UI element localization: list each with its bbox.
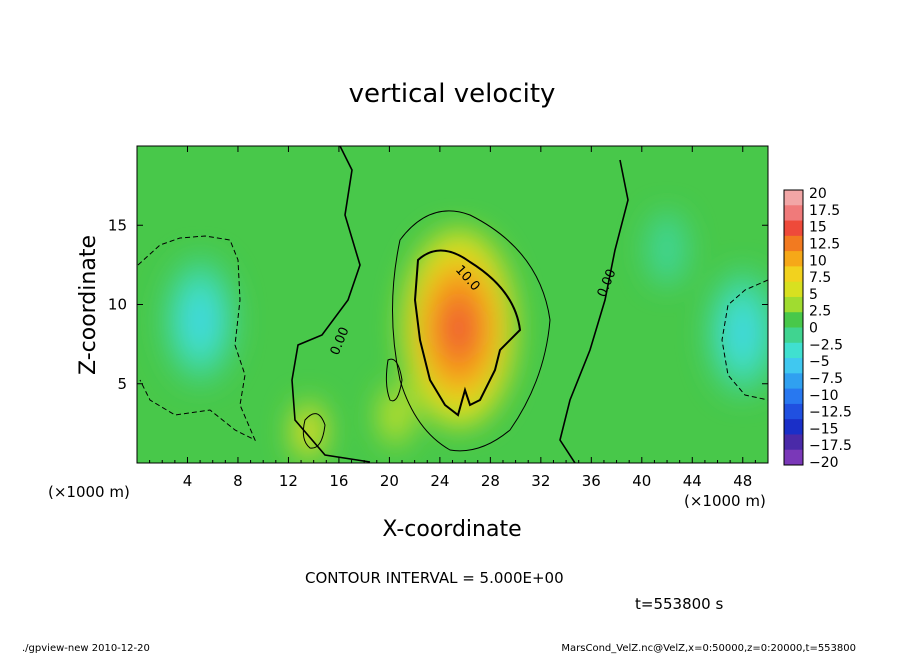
- colorbar-label: −5: [809, 354, 830, 370]
- x-axis-ticks: 4 8 12 16 20 24 28 32 36 40 44 48: [149, 146, 756, 490]
- colorbar-segment: [784, 266, 803, 283]
- x-tick-label: 8: [233, 472, 243, 490]
- colorbar-label: 5: [809, 287, 818, 303]
- x-tick-label: 16: [329, 472, 348, 490]
- colorbar-label: −2.5: [809, 337, 843, 353]
- contour-ten: [413, 249, 522, 417]
- updraft-blob: [448, 309, 470, 347]
- contour-five: [392, 210, 551, 452]
- x-tick-label: 40: [632, 472, 651, 490]
- colorbar-label: −17.5: [809, 438, 852, 454]
- contour-interval: CONTOUR INTERVAL = 5.000E+00: [305, 569, 564, 587]
- colorbar-label: 10: [809, 253, 827, 269]
- colorbar-label: 17.5: [809, 203, 840, 219]
- contour-zero-left: [291, 146, 371, 463]
- updraft-blob: [387, 405, 404, 426]
- x-tick-label: 48: [733, 472, 752, 490]
- contour-neg-left: [137, 235, 256, 442]
- time-label: t=553800 s: [635, 595, 723, 613]
- colorbar-segment: [784, 312, 803, 328]
- colorbar-segment: [784, 281, 803, 298]
- contour-small-1: [302, 413, 326, 449]
- colorbar-label: 0: [809, 321, 818, 337]
- colorbar-segment: [784, 205, 803, 222]
- y-axis-ticks: 5 10 15: [108, 216, 768, 393]
- colorbar-segment: [784, 251, 803, 267]
- colorbar-label: −20: [809, 455, 839, 471]
- colorbar-segment: [784, 235, 803, 252]
- heatmap-field: [137, 146, 768, 463]
- downdraft-blob: [659, 239, 676, 260]
- colorbar-segment: [784, 358, 803, 374]
- x-unit-left: (×1000 m): [48, 483, 130, 501]
- colorbar: [783, 189, 804, 466]
- colorbar-label: −7.5: [809, 371, 843, 387]
- x-tick-label: 12: [279, 472, 298, 490]
- colorbar-segment: [784, 342, 803, 359]
- y-tick-label: 15: [108, 216, 127, 234]
- colorbar-segment: [784, 449, 803, 466]
- x-tick-label: 36: [582, 472, 601, 490]
- x-unit-right: (×1000 m): [684, 492, 766, 510]
- colorbar-label: 7.5: [809, 270, 831, 286]
- colorbar-label: −12.5: [809, 405, 852, 421]
- colorbar-segment: [784, 419, 803, 435]
- colorbar-segment: [784, 220, 803, 237]
- colorbar-label: 15: [809, 220, 827, 236]
- colorbar-segment: [784, 327, 803, 344]
- x-tick-label: 4: [183, 472, 193, 490]
- colorbar-label: 12.5: [809, 236, 840, 252]
- x-axis-label: X-coordinate: [382, 517, 521, 542]
- footer-left: ./gpview-new 2010-12-20: [22, 643, 150, 654]
- colorbar-label: −15: [809, 421, 839, 437]
- chart-title: vertical velocity: [349, 79, 556, 109]
- colorbar-label: 2.5: [809, 304, 831, 320]
- y-tick-label: 5: [117, 375, 127, 393]
- contour-small-2: [385, 358, 403, 402]
- colorbar-frame: [783, 189, 804, 466]
- contour-zero-right: [559, 159, 629, 463]
- colorbar-segment: [784, 434, 803, 451]
- colorbar-segment: [784, 388, 803, 405]
- updraft-blob: [300, 421, 317, 442]
- y-axis-label: Z-coordinate: [76, 235, 101, 375]
- colorbar-segment: [784, 190, 803, 206]
- x-tick-label: 24: [430, 472, 449, 490]
- downdraft-blob: [734, 320, 751, 346]
- x-tick-label: 44: [683, 472, 702, 490]
- colorbar-segment: [784, 373, 803, 390]
- y-tick-label: 10: [108, 296, 127, 314]
- downdraft-blob: [192, 307, 209, 333]
- x-tick-label: 20: [380, 472, 399, 490]
- x-tick-label: 28: [481, 472, 500, 490]
- colorbar-segment: [784, 403, 803, 420]
- footer-right: MarsCond_VelZ.nc@VelZ,x=0:50000,z=0:2000…: [561, 643, 856, 654]
- colorbar-label: −10: [809, 388, 839, 404]
- contour-neg-right: [721, 279, 768, 401]
- colorbar-segment: [784, 296, 803, 313]
- x-tick-label: 32: [531, 472, 550, 490]
- colorbar-label: 20: [809, 186, 827, 202]
- colorbar-labels: 2017.51512.5107.552.50−2.5−5−7.5−10−12.5…: [809, 186, 852, 471]
- contour-lines: [137, 146, 768, 463]
